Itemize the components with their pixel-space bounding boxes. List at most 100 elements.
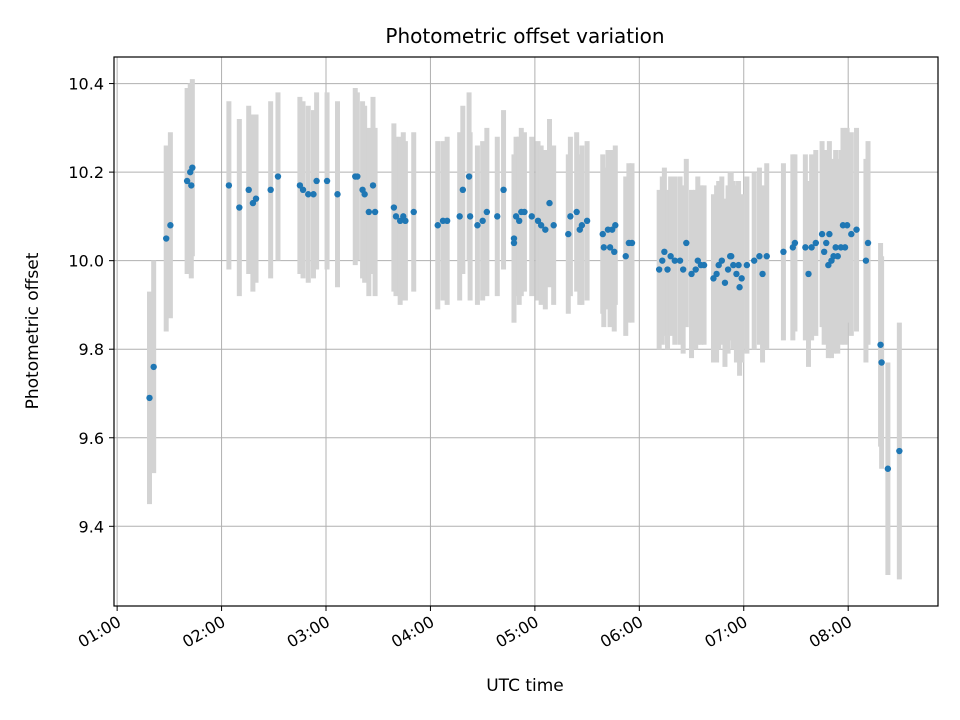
- data-point: [628, 239, 636, 247]
- data-point: [848, 230, 855, 238]
- data-point: [510, 235, 518, 242]
- data-point: [528, 213, 535, 220]
- data-point: [578, 222, 586, 229]
- data-point: [516, 217, 523, 225]
- data-point: [521, 208, 528, 216]
- y-tick-label: 10.0: [68, 252, 104, 271]
- data-point: [750, 257, 758, 264]
- data-point: [534, 217, 542, 225]
- data-point: [738, 275, 745, 282]
- data-point: [622, 253, 629, 260]
- data-point: [606, 244, 614, 251]
- y-tick-label: 10.4: [68, 75, 104, 94]
- data-point: [189, 164, 196, 171]
- data-point: [812, 239, 820, 247]
- data-point: [671, 257, 679, 264]
- data-point: [456, 213, 463, 220]
- data-point: [843, 222, 851, 229]
- data-point: [862, 257, 870, 264]
- data-point: [354, 173, 361, 180]
- data-point: [565, 230, 572, 238]
- x-tick-label: 06:00: [597, 612, 646, 652]
- data-point: [694, 257, 701, 264]
- x-tick-label: 08:00: [806, 612, 855, 652]
- data-point: [313, 177, 320, 185]
- data-point: [474, 222, 481, 229]
- data-point: [791, 239, 799, 247]
- data-point: [443, 217, 451, 225]
- y-tick-label: 9.4: [79, 517, 104, 536]
- x-tick-label: 01:00: [75, 612, 124, 652]
- y-tick-label: 10.2: [68, 163, 104, 182]
- data-point: [679, 266, 687, 273]
- y-tick-label: 9.8: [79, 340, 104, 359]
- data-point: [434, 222, 441, 229]
- data-point: [546, 199, 553, 207]
- data-point: [494, 213, 501, 220]
- data-point: [718, 257, 726, 264]
- data-point: [655, 266, 663, 273]
- errorbars: [147, 79, 902, 580]
- x-axis-label: UTC time: [486, 676, 564, 696]
- data-point: [832, 244, 839, 251]
- data-point: [510, 239, 518, 247]
- x-tick-label: 03:00: [284, 612, 333, 652]
- data-point: [743, 261, 751, 269]
- data-point: [728, 253, 735, 260]
- data-point: [818, 230, 826, 238]
- data-point: [780, 248, 787, 256]
- x-tick-label: 04:00: [388, 612, 437, 652]
- x-tick-label: 02:00: [179, 612, 228, 652]
- data-point: [274, 173, 282, 180]
- data-point: [608, 226, 616, 233]
- data-point: [334, 191, 341, 198]
- data-point: [500, 186, 507, 194]
- data-point: [573, 208, 580, 216]
- data-point: [611, 248, 618, 256]
- data-point: [820, 248, 828, 256]
- data-point: [296, 182, 304, 189]
- data-point: [721, 279, 729, 286]
- data-point: [466, 213, 474, 220]
- data-point: [759, 270, 766, 278]
- data-point: [583, 217, 591, 225]
- data-point: [667, 253, 674, 260]
- data-point: [735, 261, 742, 269]
- y-axis: 9.4 9.6 9.8 10.0 10.2 10.4: [68, 75, 114, 536]
- data-point: [692, 266, 699, 273]
- data-point: [877, 341, 884, 348]
- data-point: [853, 226, 860, 233]
- data-point: [700, 261, 708, 269]
- data-point: [465, 173, 473, 180]
- data-point: [396, 217, 404, 225]
- data-point: [483, 208, 491, 216]
- data-point: [537, 222, 545, 229]
- data-point: [245, 186, 252, 194]
- x-tick-label: 05:00: [492, 612, 541, 652]
- y-axis-label: Photometric offset: [23, 252, 43, 409]
- data-point: [183, 177, 191, 185]
- data-point: [410, 208, 417, 216]
- data-point: [146, 394, 153, 402]
- data-point: [664, 266, 671, 273]
- data-point: [884, 465, 892, 472]
- data-point: [676, 257, 684, 264]
- data-point: [163, 235, 170, 242]
- data-point: [878, 359, 885, 366]
- data-point: [249, 199, 257, 207]
- data-point: [823, 239, 830, 247]
- data-point: [834, 253, 841, 260]
- data-point: [733, 270, 740, 278]
- data-point: [724, 266, 732, 273]
- plot-frame: [113, 56, 939, 607]
- data-point: [390, 204, 398, 211]
- data-point: [826, 230, 833, 238]
- data-point: [188, 182, 195, 189]
- data-point: [600, 244, 608, 251]
- data-point: [756, 253, 763, 260]
- data-point: [736, 284, 743, 291]
- data-point: [802, 244, 809, 251]
- y-tick-label: 9.6: [79, 429, 104, 448]
- data-point: [299, 186, 307, 194]
